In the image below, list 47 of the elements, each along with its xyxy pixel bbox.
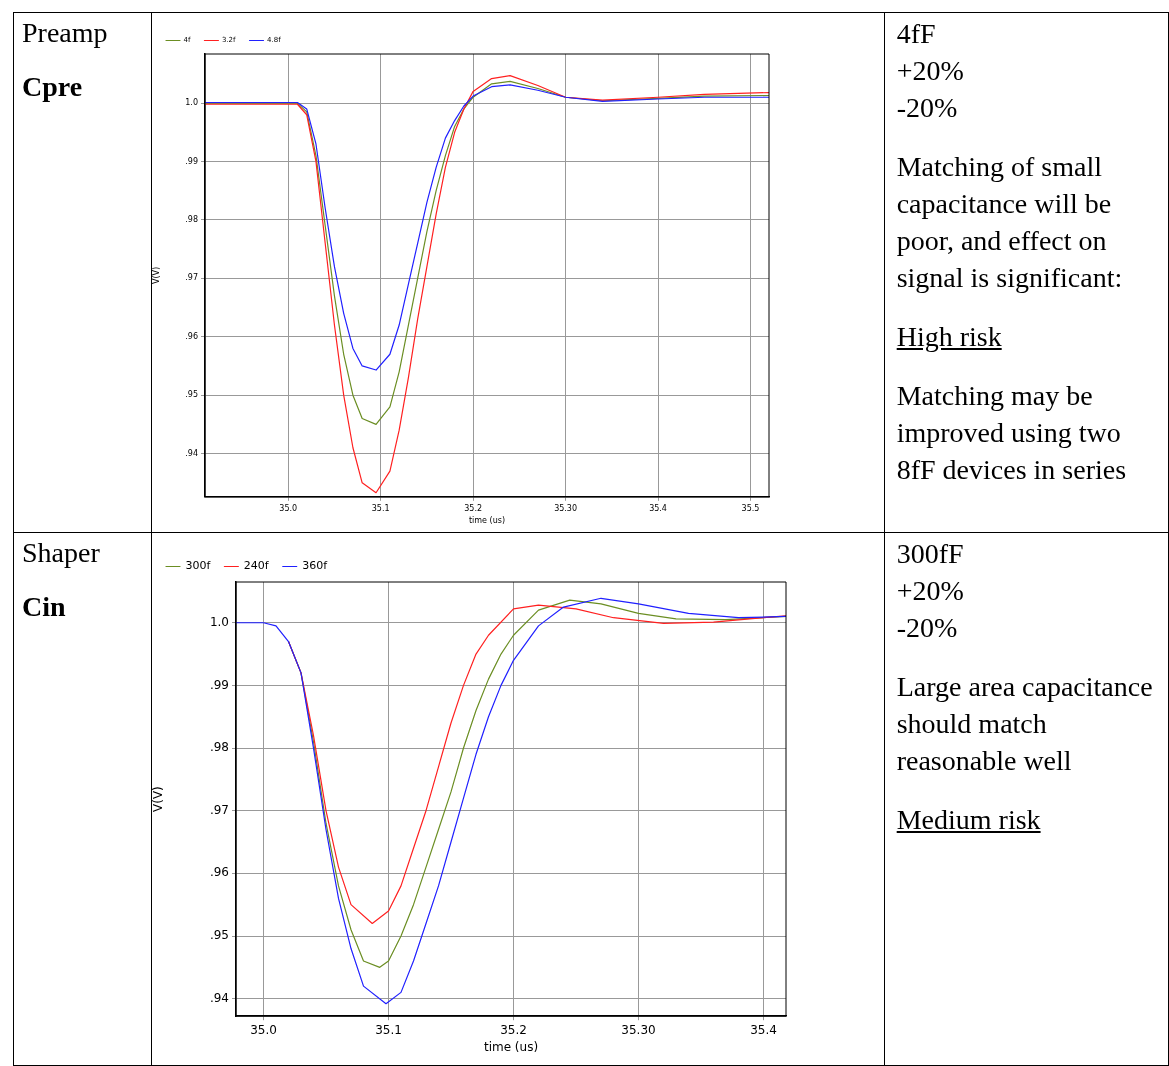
text: High risk: [896, 320, 1003, 354]
y-axis-title: V(V): [151, 266, 161, 284]
x-tick-label: 35.5: [741, 503, 760, 513]
y-tick-label: .95: [209, 928, 229, 943]
x-tick-label: 35.4: [749, 1022, 777, 1037]
legend-label: 360f: [301, 559, 328, 573]
text: Matching may be improved using two 8fF devices in series: [896, 379, 1128, 487]
x-tick-label: 35.1: [371, 503, 390, 513]
x-tick-label: 35.2: [463, 503, 482, 513]
y-tick-label: .97: [209, 802, 229, 817]
x-axis-title: time (us): [483, 1039, 538, 1054]
x-tick-label: 35.30: [621, 1022, 656, 1037]
x-tick-label: 35.30: [553, 503, 577, 513]
x-tick-label: 35.2: [499, 1022, 527, 1037]
x-tick-label: 35.1: [374, 1022, 402, 1037]
x-tick-label: 35.0: [278, 503, 297, 513]
y-axis-title: V(V): [151, 786, 166, 812]
y-tick-label: .96: [209, 865, 229, 880]
x-tick-label: 35.4: [648, 503, 667, 513]
y-tick-label: .99: [209, 677, 229, 692]
legend-label: 240f: [243, 559, 270, 573]
text: -20%: [896, 611, 959, 645]
y-tick-label: 1.0: [184, 98, 198, 108]
text: Shaper: [22, 537, 101, 569]
text: Preamp: [22, 17, 109, 49]
text: 4fF: [896, 17, 937, 51]
y-tick-label: .98: [209, 740, 229, 755]
x-tick-label: 35.0: [249, 1022, 277, 1037]
text: +20%: [896, 574, 965, 608]
y-tick-label: 1.0: [209, 614, 229, 629]
y-tick-label: .97: [184, 273, 198, 283]
y-tick-label: .95: [184, 390, 198, 400]
text: Cin: [22, 591, 67, 623]
text: +20%: [896, 54, 965, 88]
text: -20%: [896, 91, 959, 125]
y-tick-label: .98: [184, 214, 198, 224]
y-tick-label: .96: [184, 331, 198, 341]
text: Matching of small capacitance will be poor, and effect on signal is significant:: [896, 150, 1124, 295]
x-axis-title: time (us): [468, 516, 505, 526]
text: Medium risk: [896, 803, 1042, 837]
text: Large area capacitance should match reasonable well: [896, 670, 1154, 778]
y-tick-label: .99: [184, 156, 198, 166]
text: 300fF: [896, 537, 965, 571]
legend-label: 300f: [185, 559, 212, 573]
y-tick-label: .94: [184, 448, 198, 458]
text: Cpre: [22, 71, 84, 103]
y-tick-label: .94: [209, 990, 229, 1005]
